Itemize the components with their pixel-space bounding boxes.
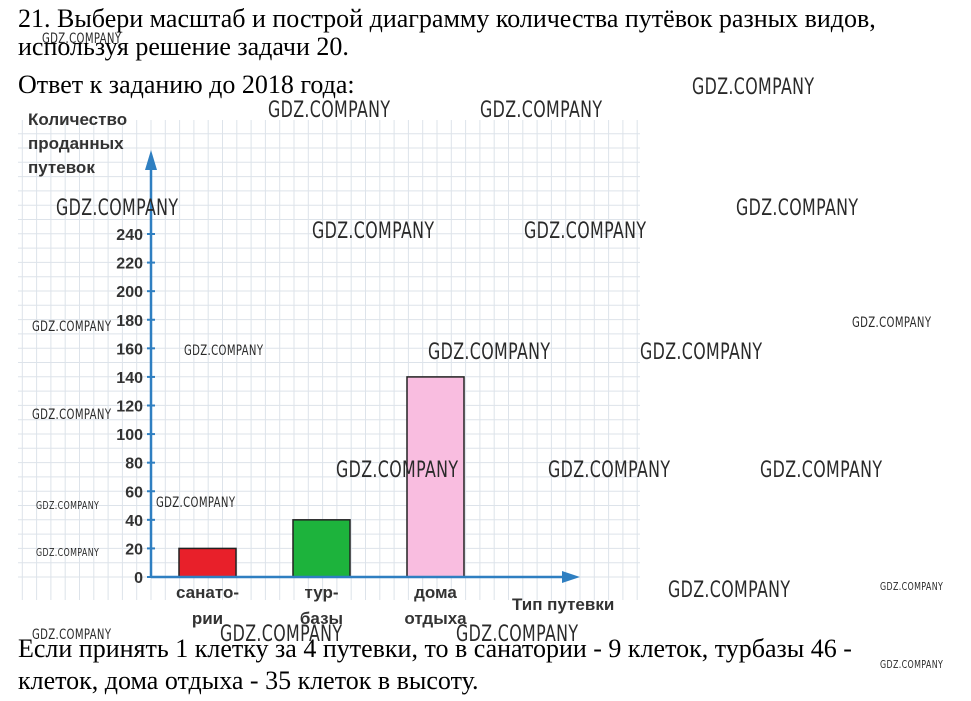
watermark: GDZ.COMPANY: [480, 98, 603, 123]
watermark: GDZ.COMPANY: [220, 622, 343, 647]
watermark: GDZ.COMPANY: [156, 495, 236, 511]
watermark: GDZ.COMPANY: [42, 31, 122, 47]
watermark: GDZ.COMPANY: [36, 499, 100, 512]
y-tick-label: 160: [116, 341, 143, 358]
watermark: GDZ.COMPANY: [56, 196, 179, 221]
bar-1: [178, 547, 237, 578]
watermark: GDZ.COMPANY: [524, 219, 647, 244]
watermark: GDZ.COMPANY: [336, 458, 459, 483]
watermark: GDZ.COMPANY: [736, 196, 859, 221]
y-tick-label: 180: [116, 313, 143, 330]
y-tick-label: 220: [116, 256, 143, 273]
x-category-label: санато-: [176, 583, 239, 602]
watermark: GDZ.COMPANY: [32, 407, 112, 423]
watermark: GDZ.COMPANY: [32, 627, 112, 643]
x-category-label: отдыха: [404, 609, 467, 628]
chart-axes: [145, 150, 580, 583]
solution-text-line-1: Если принять 1 клетку за 4 путевки, то в…: [18, 634, 852, 663]
x-category-labels: санато-рии тур-базы дома отдыха: [176, 583, 467, 628]
y-tick-label: 0: [134, 570, 143, 587]
y-tick-label: 200: [116, 284, 143, 301]
watermark: GDZ.COMPANY: [428, 340, 551, 365]
bar-3: [406, 376, 465, 578]
y-tick-label: 120: [116, 399, 143, 416]
watermark: GDZ.COMPANY: [32, 319, 112, 335]
y-tick-label: 60: [125, 484, 143, 501]
watermark: GDZ.COMPANY: [852, 315, 932, 331]
x-category-label: тур-: [304, 583, 338, 602]
chart-bars: [178, 376, 465, 578]
task-text-line-1: 21. Выбери масштаб и построй диаграмму к…: [18, 4, 876, 33]
y-axis-arrow: [145, 150, 157, 170]
bar-2: [292, 519, 351, 578]
watermark: GDZ.COMPANY: [880, 580, 944, 593]
y-tick-label: 140: [116, 370, 143, 387]
y-tick-label: 20: [125, 541, 143, 558]
x-category-label: базы: [300, 609, 343, 628]
watermark: GDZ.COMPANY: [184, 343, 264, 359]
watermark: GDZ.COMPANY: [312, 219, 435, 244]
axis-titles: Количество проданных путевок Тип путевки: [28, 110, 614, 614]
watermark: GDZ.COMPANY: [668, 578, 791, 603]
y-axis-title: путевок: [28, 158, 95, 177]
y-tick-label: 80: [125, 456, 143, 473]
watermark: GDZ.COMPANY: [640, 340, 763, 365]
watermark: GDZ.COMPANY: [548, 458, 671, 483]
task-text-line-2: используя решение задачи 20.: [18, 32, 349, 61]
watermark: GDZ.COMPANY: [268, 98, 391, 123]
y-axis-title: проданных: [28, 134, 124, 153]
x-category-label: рии: [192, 609, 223, 628]
answer-heading: Ответ к заданию до 2018 года:: [18, 70, 355, 99]
x-axis-arrow: [562, 571, 580, 583]
y-axis-title: Количество: [28, 110, 127, 129]
x-category-label: дома: [414, 583, 457, 602]
x-axis-title: Тип путевки: [512, 595, 614, 614]
solution-text-line-2: клеток, дома отдыха - 35 клеток в высоту…: [18, 666, 479, 695]
y-tick-label: 240: [116, 227, 143, 244]
watermark: GDZ.COMPANY: [760, 458, 883, 483]
watermark: GDZ.COMPANY: [456, 622, 579, 647]
watermark: GDZ.COMPANY: [880, 658, 944, 671]
y-tick-label: 100: [116, 427, 143, 444]
y-tick-labels: 0 20 40 60 80 100 120 140 160 180 200 220 240: [116, 227, 143, 587]
watermark: GDZ.COMPANY: [692, 75, 815, 100]
watermark: GDZ.COMPANY: [36, 546, 100, 559]
y-tick-label: 40: [125, 513, 143, 530]
